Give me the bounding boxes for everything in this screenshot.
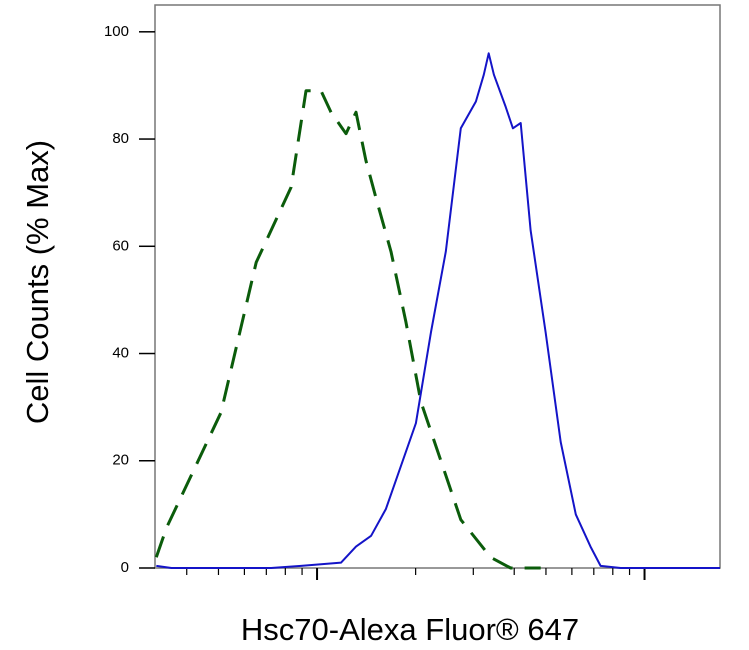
x-axis-label: Hsc70-Alexa Fluor® 647 <box>241 612 579 647</box>
y-tick-label: 80 <box>112 130 129 147</box>
histogram-line <box>154 89 541 570</box>
y-tick-label: 20 <box>112 452 129 469</box>
y-tick-label: 100 <box>104 23 129 40</box>
histogram-line <box>156 52 720 569</box>
y-tick-label: 0 <box>121 559 129 576</box>
y-tick-label: 40 <box>112 344 129 361</box>
y-axis-label: Cell Counts (% Max) <box>20 140 55 424</box>
y-tick-label: 60 <box>112 237 129 254</box>
plot-frame <box>154 4 721 569</box>
